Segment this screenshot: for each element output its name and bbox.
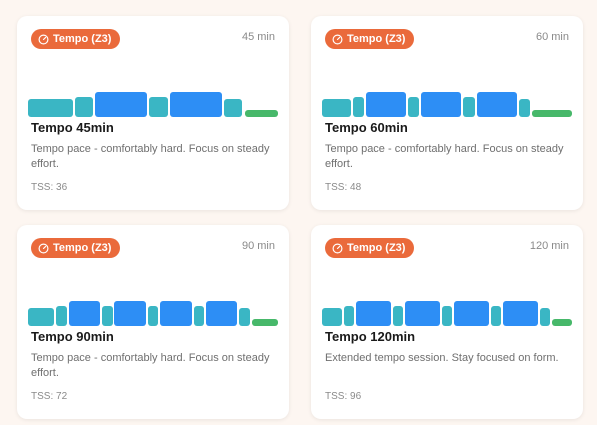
interval-bar-cooldown <box>251 318 278 326</box>
interval-bar-recovery <box>344 306 354 326</box>
interval-bar-recovery <box>407 97 420 117</box>
workout-card[interactable]: Tempo (Z3) 90 min Tempo 90min Tempo pace… <box>17 225 289 419</box>
zone-badge: Tempo (Z3) <box>31 238 121 258</box>
workout-duration: 120 min <box>529 240 569 252</box>
workout-duration: 45 min <box>241 31 275 43</box>
interval-bar-tempo <box>454 301 489 326</box>
workout-tss: TSS: 48 <box>325 182 362 193</box>
workout-duration: 90 min <box>241 240 275 252</box>
interval-bar-tempo <box>95 92 148 117</box>
interval-bar-warmup <box>28 99 73 117</box>
interval-bar-tempo <box>169 92 222 117</box>
interval-bar-tempo <box>206 301 238 326</box>
interval-bar-cooldown <box>532 109 572 117</box>
interval-bar-recovery <box>147 306 159 326</box>
interval-bar-tempo <box>503 301 538 326</box>
workout-intensity-chart <box>322 296 572 326</box>
interval-bar-recovery <box>149 97 168 117</box>
workout-tss: TSS: 72 <box>31 391 68 402</box>
zone-badge-label: Tempo (Z3) <box>347 242 406 254</box>
gauge-icon <box>332 34 343 44</box>
interval-bar-recovery <box>56 306 67 326</box>
interval-bar-tempo <box>160 301 192 326</box>
interval-bar-cooldown <box>244 109 278 117</box>
zone-badge-label: Tempo (Z3) <box>53 242 112 254</box>
workout-tss: TSS: 96 <box>325 391 362 402</box>
interval-bar-tempo <box>476 92 517 117</box>
zone-badge-label: Tempo (Z3) <box>347 33 406 45</box>
gauge-icon <box>38 243 49 253</box>
workout-card[interactable]: Tempo (Z3) 45 min Tempo 45min Tempo pace… <box>17 16 289 210</box>
interval-bar-tempo <box>366 92 406 117</box>
interval-bar-recovery <box>239 308 250 326</box>
interval-bar-recovery <box>540 308 550 326</box>
interval-bar-recovery <box>463 97 475 117</box>
zone-badge: Tempo (Z3) <box>325 238 415 258</box>
interval-bar-tempo <box>68 301 100 326</box>
zone-badge-label: Tempo (Z3) <box>53 33 112 45</box>
workout-description: Tempo pace - comfortably hard. Focus on … <box>31 352 270 379</box>
interval-bar-warmup <box>28 308 55 326</box>
interval-bar-recovery <box>223 99 243 117</box>
workout-description: Tempo pace - comfortably hard. Focus on … <box>31 143 270 170</box>
workout-intensity-chart <box>322 87 572 117</box>
interval-bar-recovery <box>193 306 205 326</box>
interval-bar-tempo <box>405 301 440 326</box>
interval-bar-warmup <box>322 308 342 326</box>
workout-card[interactable]: Tempo (Z3) 120 min Tempo 120min Extended… <box>311 225 583 419</box>
workout-title: Tempo 120min <box>325 329 416 344</box>
workout-title: Tempo 90min <box>31 329 114 344</box>
workout-intensity-chart <box>28 87 278 117</box>
workout-intensity-chart <box>28 296 278 326</box>
workout-duration: 60 min <box>535 31 569 43</box>
interval-bar-recovery <box>74 97 94 117</box>
workout-card[interactable]: Tempo (Z3) 60 min Tempo 60min Tempo pace… <box>311 16 583 210</box>
gauge-icon <box>38 34 49 44</box>
interval-bar-recovery <box>491 306 501 326</box>
interval-bar-recovery <box>352 97 364 117</box>
interval-bar-cooldown <box>552 318 572 326</box>
interval-bar-recovery <box>442 306 452 326</box>
interval-bar-recovery <box>518 99 530 117</box>
interval-bar-tempo <box>114 301 146 326</box>
interval-bar-warmup <box>322 99 351 117</box>
interval-bar-recovery <box>102 306 113 326</box>
interval-bar-tempo <box>421 92 462 117</box>
interval-bar-tempo <box>356 301 391 326</box>
workout-title: Tempo 45min <box>31 120 114 135</box>
workout-title: Tempo 60min <box>325 120 408 135</box>
zone-badge: Tempo (Z3) <box>325 29 415 49</box>
zone-badge: Tempo (Z3) <box>31 29 121 49</box>
gauge-icon <box>332 243 343 253</box>
workout-description: Tempo pace - comfortably hard. Focus on … <box>325 143 564 170</box>
interval-bar-recovery <box>393 306 403 326</box>
workout-tss: TSS: 36 <box>31 182 68 193</box>
workout-description: Extended tempo session. Stay focused on … <box>325 352 559 364</box>
